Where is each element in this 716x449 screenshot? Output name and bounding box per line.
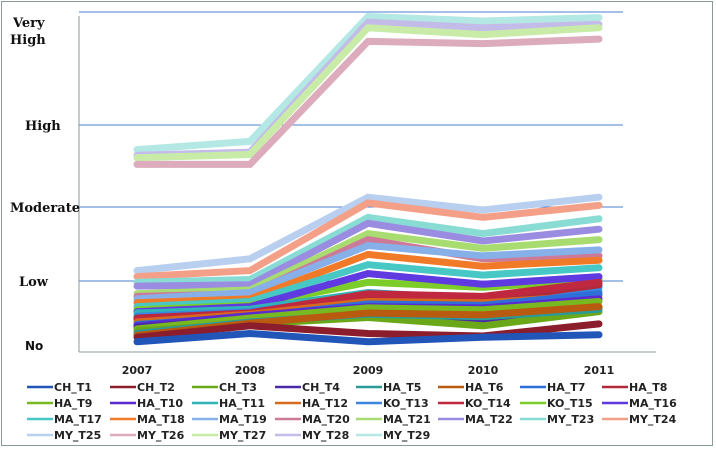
series-line-my-t29: [133, 12, 603, 154]
legend-item: HA_T8: [602, 381, 667, 394]
legend-label: HA_T9: [54, 397, 92, 410]
legend-item: MA_T19: [192, 413, 267, 426]
axes: [78, 16, 656, 353]
series-line-my-t24: [133, 199, 603, 281]
y-axis-labels: No Low Moderate High Very High: [10, 16, 80, 353]
legend-label: HA_T5: [383, 381, 421, 394]
legend-item: MY_T27: [192, 429, 266, 442]
legend-label: KO_T13: [383, 397, 429, 410]
legend-item: MA_T22: [438, 413, 513, 426]
legend-item: MA_T17: [27, 413, 102, 426]
legend-label: MY_T27: [219, 429, 266, 442]
x-axis-labels: 2007 2008 2009 2010 2011: [122, 364, 615, 377]
legend-item: HA_T7: [520, 381, 585, 394]
legend-item: MY_T24: [602, 413, 677, 426]
legend-item: HA_T9: [27, 397, 92, 410]
legend-item: MY_T25: [27, 429, 101, 442]
series-line-my-t25: [133, 193, 603, 275]
legend-item: MA_T16: [602, 397, 677, 410]
legend-item: CH_T2: [110, 381, 175, 394]
legend-label: KO_T14: [465, 397, 511, 410]
legend-label: MA_T17: [54, 413, 102, 426]
legend-label: MA_T16: [629, 397, 677, 410]
legend-item: HA_T6: [438, 381, 504, 394]
y-tick-label: Moderate: [10, 201, 80, 216]
series-lines: [133, 12, 603, 346]
y-tick-label: Low: [19, 275, 49, 290]
series-line-my-t27: [133, 24, 603, 162]
legend-item: KO_T15: [520, 397, 593, 410]
series-line-ha-t9: [133, 298, 603, 333]
legend-item: MY_T23: [520, 413, 594, 426]
y-tick-label: No: [25, 339, 43, 353]
legend-item: CH_T1: [27, 381, 92, 394]
legend-item: MA_T21: [356, 413, 431, 426]
x-tick-label: 2008: [235, 364, 266, 377]
legend-label: MY_T23: [547, 413, 594, 426]
legend-label: CH_T1: [54, 381, 92, 394]
legend-label: MA_T22: [465, 413, 513, 426]
legend-label: MA_T19: [219, 413, 267, 426]
legend-item: CH_T3: [192, 381, 257, 394]
x-tick-label: 2011: [584, 364, 615, 377]
legend-item: HA_T5: [356, 381, 421, 394]
series-line-my-t26: [133, 35, 603, 168]
legend-item: CH_T4: [275, 381, 340, 394]
legend-item: KO_T13: [356, 397, 429, 410]
legend-label: KO_T15: [547, 397, 593, 410]
legend-item: MY_T26: [110, 429, 185, 442]
legend-label: MA_T21: [383, 413, 431, 426]
legend-label: HA_T8: [629, 381, 667, 394]
series-line-ch-t2: [133, 320, 603, 341]
legend-label: CH_T3: [219, 381, 257, 394]
legend-label: MY_T29: [383, 429, 430, 442]
legend-label: MA_T20: [302, 413, 350, 426]
series-line-ch-t1: [133, 329, 603, 346]
y-tick-label: Very High: [10, 16, 46, 48]
legend-label: MY_T28: [302, 429, 349, 442]
legend-label: HA_T6: [465, 381, 504, 394]
legend-label: CH_T2: [137, 381, 175, 394]
legend-item: HA_T12: [275, 397, 348, 410]
legend-label: MY_T24: [629, 413, 677, 426]
series-line-ma-t17: [133, 261, 603, 311]
x-tick-label: 2009: [353, 364, 384, 377]
series-line-ma-t19: [133, 241, 603, 303]
y-tick-label: High: [25, 119, 61, 134]
x-tick-label: 2010: [468, 364, 499, 377]
legend-label: MY_T25: [54, 429, 101, 442]
legend-label: HA_T11: [219, 397, 265, 410]
series-line-my-t23: [133, 213, 603, 286]
legend-label: HA_T7: [547, 381, 585, 394]
legend-label: MA_T18: [137, 413, 185, 426]
legend: CH_T1 CH_T2 CH_T3 CH_T4 HA_T5 HA_T6 HA_T7 HA_T8…: [27, 381, 677, 442]
legend-item: MA_T20: [275, 413, 350, 426]
legend-item: MY_T29: [356, 429, 430, 442]
legend-item: HA_T10: [110, 397, 183, 410]
legend-label: CH_T4: [302, 381, 340, 394]
legend-item: MY_T28: [275, 429, 349, 442]
legend-item: HA_T11: [192, 397, 265, 410]
series-line-ma-t22: [133, 219, 603, 290]
legend-label: HA_T12: [302, 397, 348, 410]
legend-item: MA_T18: [110, 413, 185, 426]
legend-label: MY_T26: [137, 429, 185, 442]
legend-label: HA_T10: [137, 397, 183, 410]
x-tick-label: 2007: [122, 364, 153, 377]
legend-item: KO_T14: [438, 397, 511, 410]
